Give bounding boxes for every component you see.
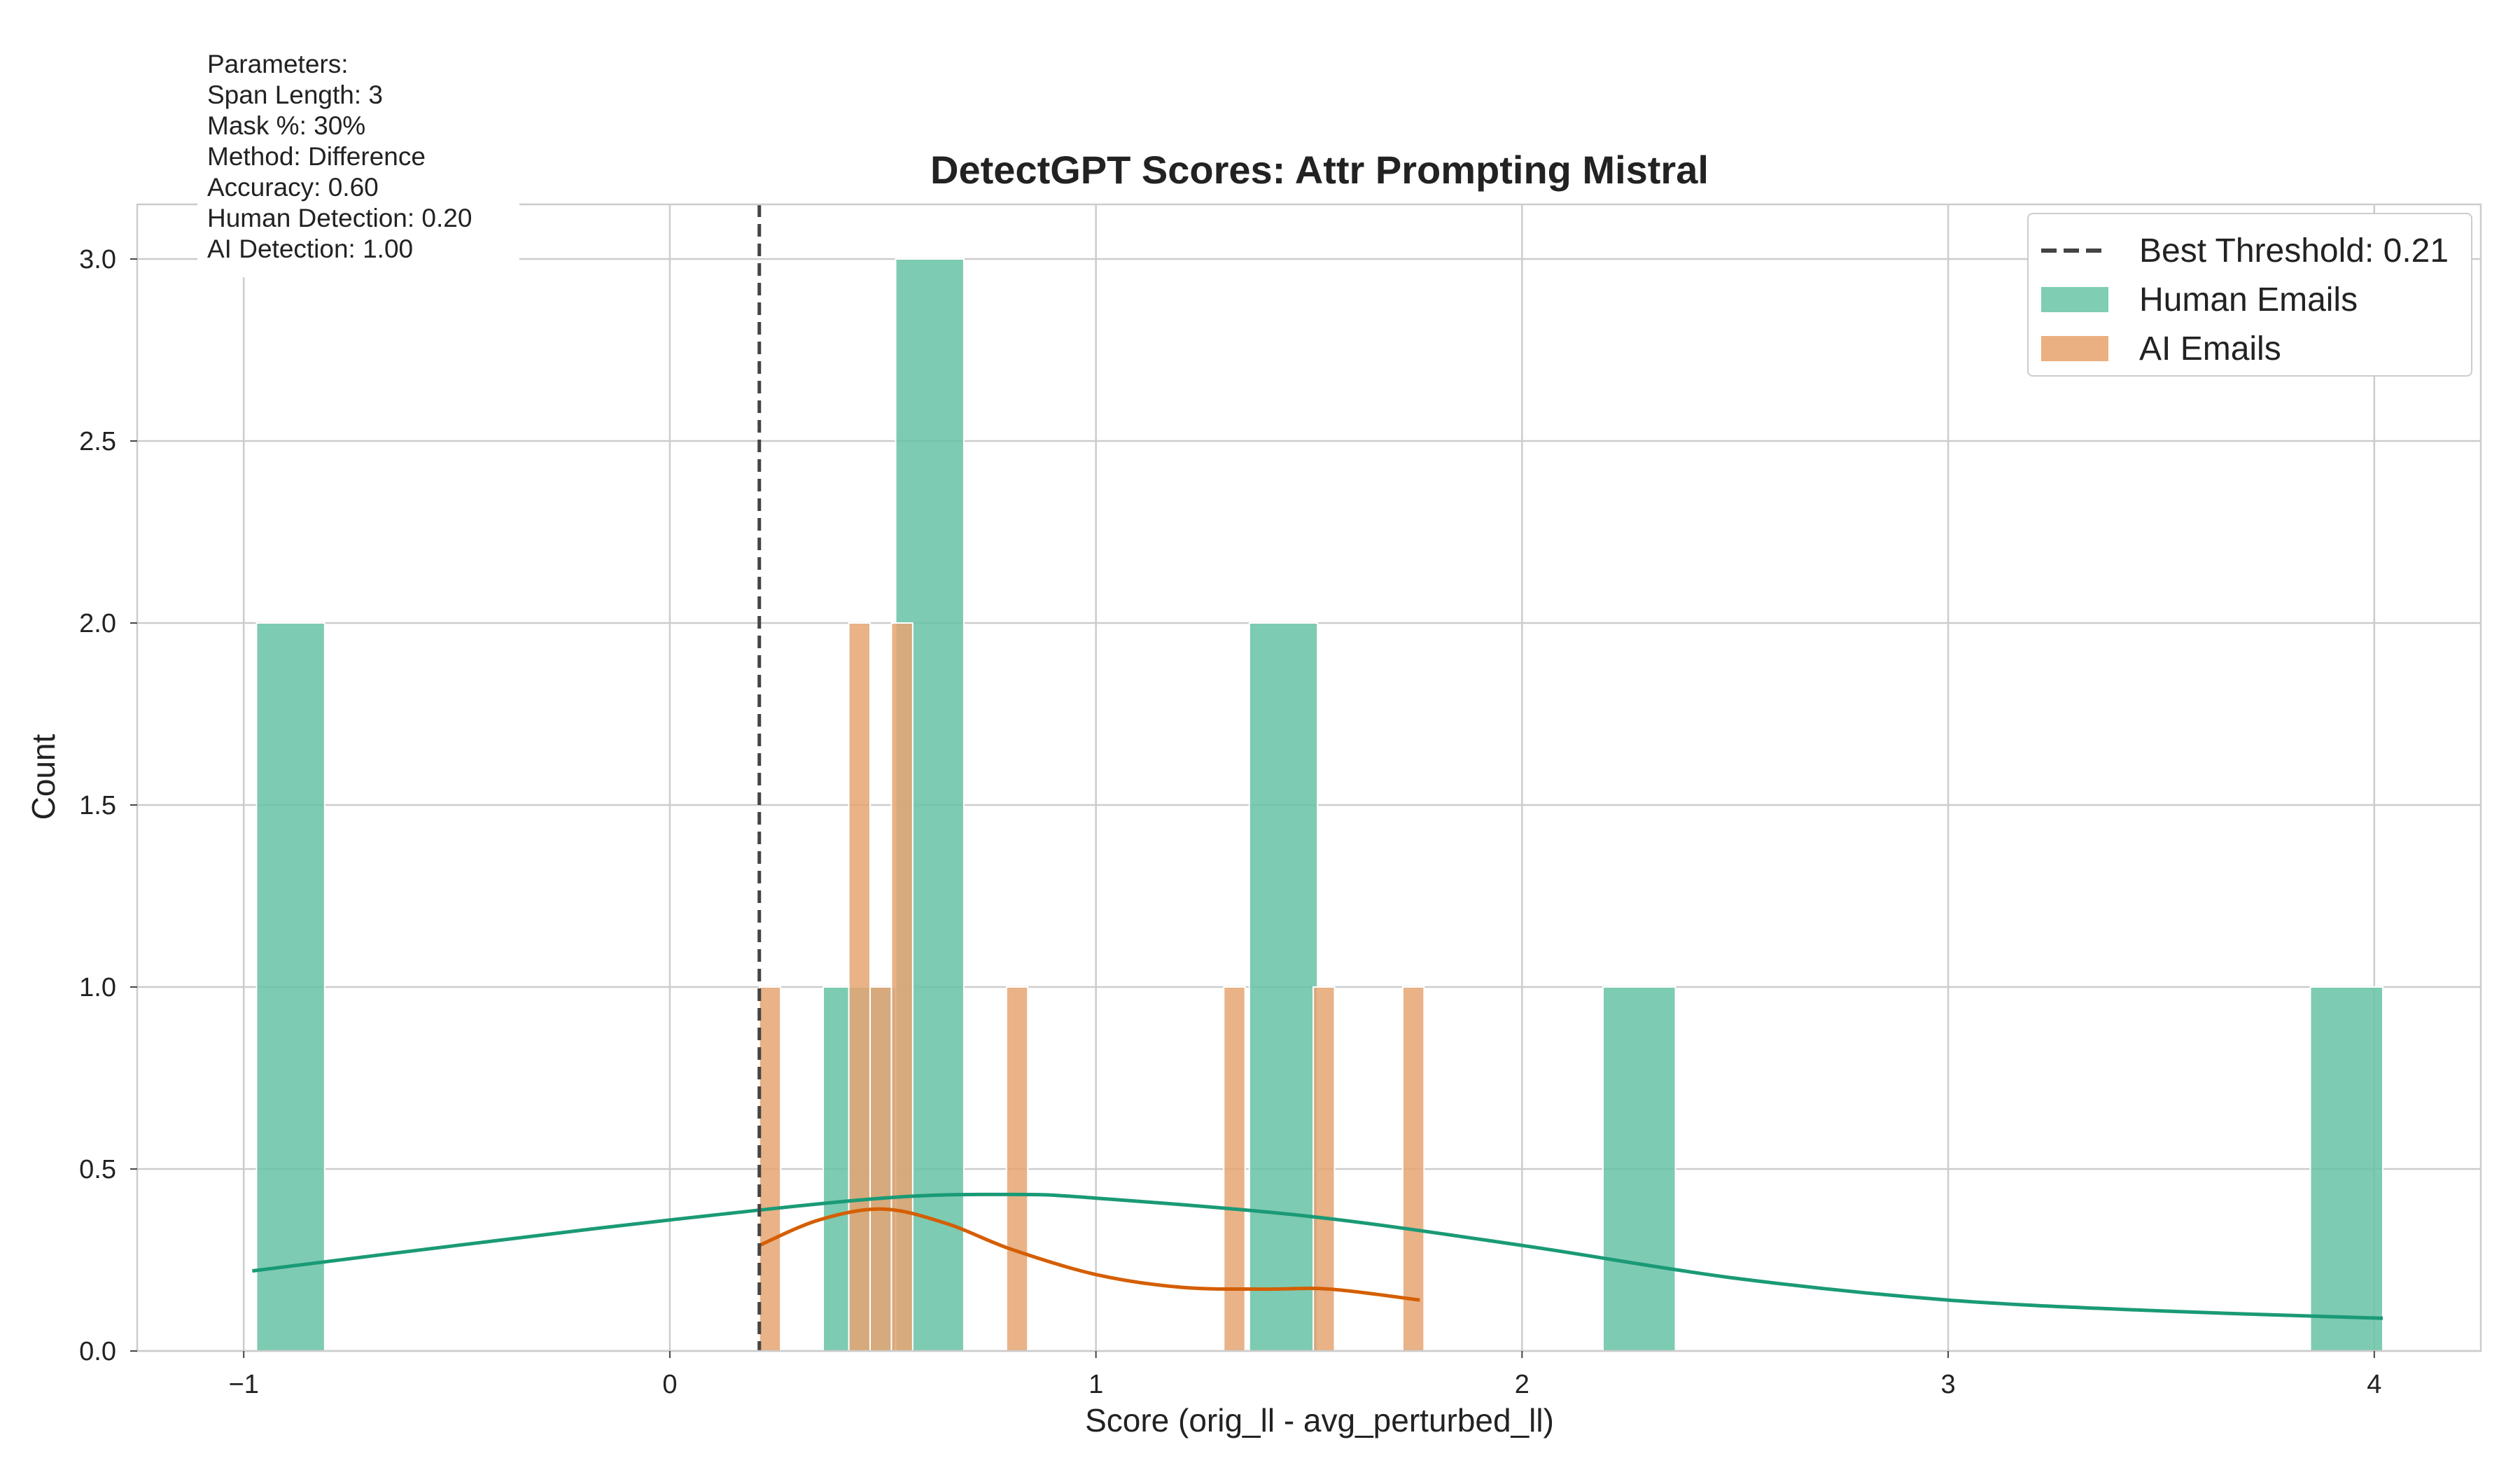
ai-bar xyxy=(869,986,892,1352)
y-axis-label: Count xyxy=(25,734,62,820)
chart-title: DetectGPT Scores: Attr Prompting Mistral xyxy=(930,148,1709,192)
y-tick-label: 1.0 xyxy=(79,973,116,1002)
human-kde-line xyxy=(252,1192,2384,1320)
y-tick-label: 0.0 xyxy=(79,1337,116,1366)
parameter-ai-detection: AI Detection: 1.00 xyxy=(207,234,414,263)
x-tick-label: 1 xyxy=(1088,1370,1103,1399)
human-color-swatch xyxy=(2041,287,2108,312)
legend-label-threshold: Best Threshold: 0.21 xyxy=(2139,232,2449,270)
x-tick-label: 3 xyxy=(1941,1370,1956,1399)
chart-legend: Best Threshold: 0.21 Human Emails AI Ema… xyxy=(2027,213,2472,377)
x-tick-label: −1 xyxy=(229,1370,259,1399)
plot-frame xyxy=(136,203,2482,1352)
x-tick-label: 2 xyxy=(1515,1370,1530,1399)
parameters-heading: Parameters: xyxy=(207,50,349,78)
human-bar xyxy=(255,622,326,1352)
human-bar xyxy=(1602,986,1676,1352)
ai-bar xyxy=(1005,986,1029,1352)
kde-curves xyxy=(252,1192,2384,1320)
parameters-box: Parameters: Span Length: 3 Mask %: 30% M… xyxy=(197,46,519,277)
ai-color-swatch xyxy=(2041,336,2108,361)
y-tick-label: 2.5 xyxy=(79,427,116,456)
histogram-bars xyxy=(255,258,2384,1352)
legend-label-human: Human Emails xyxy=(2139,281,2358,318)
y-tick-label: 1.5 xyxy=(79,791,116,820)
legend-item-threshold: Best Threshold: 0.21 xyxy=(2041,230,2449,272)
dashed-line-swatch xyxy=(2041,248,2108,253)
ai-bar xyxy=(848,622,872,1352)
ai-bar xyxy=(890,622,913,1352)
parameter-span-length: Span Length: 3 xyxy=(207,80,383,109)
y-tick-label: 0.5 xyxy=(79,1155,116,1184)
legend-label-ai: AI Emails xyxy=(2139,330,2281,368)
parameter-human-detection: Human Detection: 0.20 xyxy=(207,204,472,232)
axis-ticks: −1 0 1 2 3 4 0.0 0.5 1.0 1.5 2.0 2.5 3.0 xyxy=(79,245,2381,1399)
ai-bar xyxy=(1312,986,1336,1352)
legend-item-human: Human Emails xyxy=(2041,279,2358,321)
human-bar xyxy=(1248,622,1319,1352)
ai-bar xyxy=(758,986,782,1352)
y-tick-label: 3.0 xyxy=(79,245,116,274)
x-axis-label: Score (orig_ll - avg_perturbed_ll) xyxy=(1085,1402,1554,1438)
x-tick-label: 0 xyxy=(662,1370,677,1399)
ai-bar xyxy=(1401,986,1425,1352)
ai-kde-line xyxy=(758,1207,1420,1302)
x-tick-label: 4 xyxy=(2367,1370,2381,1399)
parameter-mask-percent: Mask %: 30% xyxy=(207,111,366,140)
ai-bar xyxy=(1223,986,1246,1352)
parameter-method: Method: Difference xyxy=(207,142,426,171)
parameter-accuracy: Accuracy: 0.60 xyxy=(207,173,379,202)
legend-item-ai: AI Emails xyxy=(2041,328,2281,370)
y-tick-label: 2.0 xyxy=(79,609,116,638)
human-bar xyxy=(2309,986,2384,1352)
